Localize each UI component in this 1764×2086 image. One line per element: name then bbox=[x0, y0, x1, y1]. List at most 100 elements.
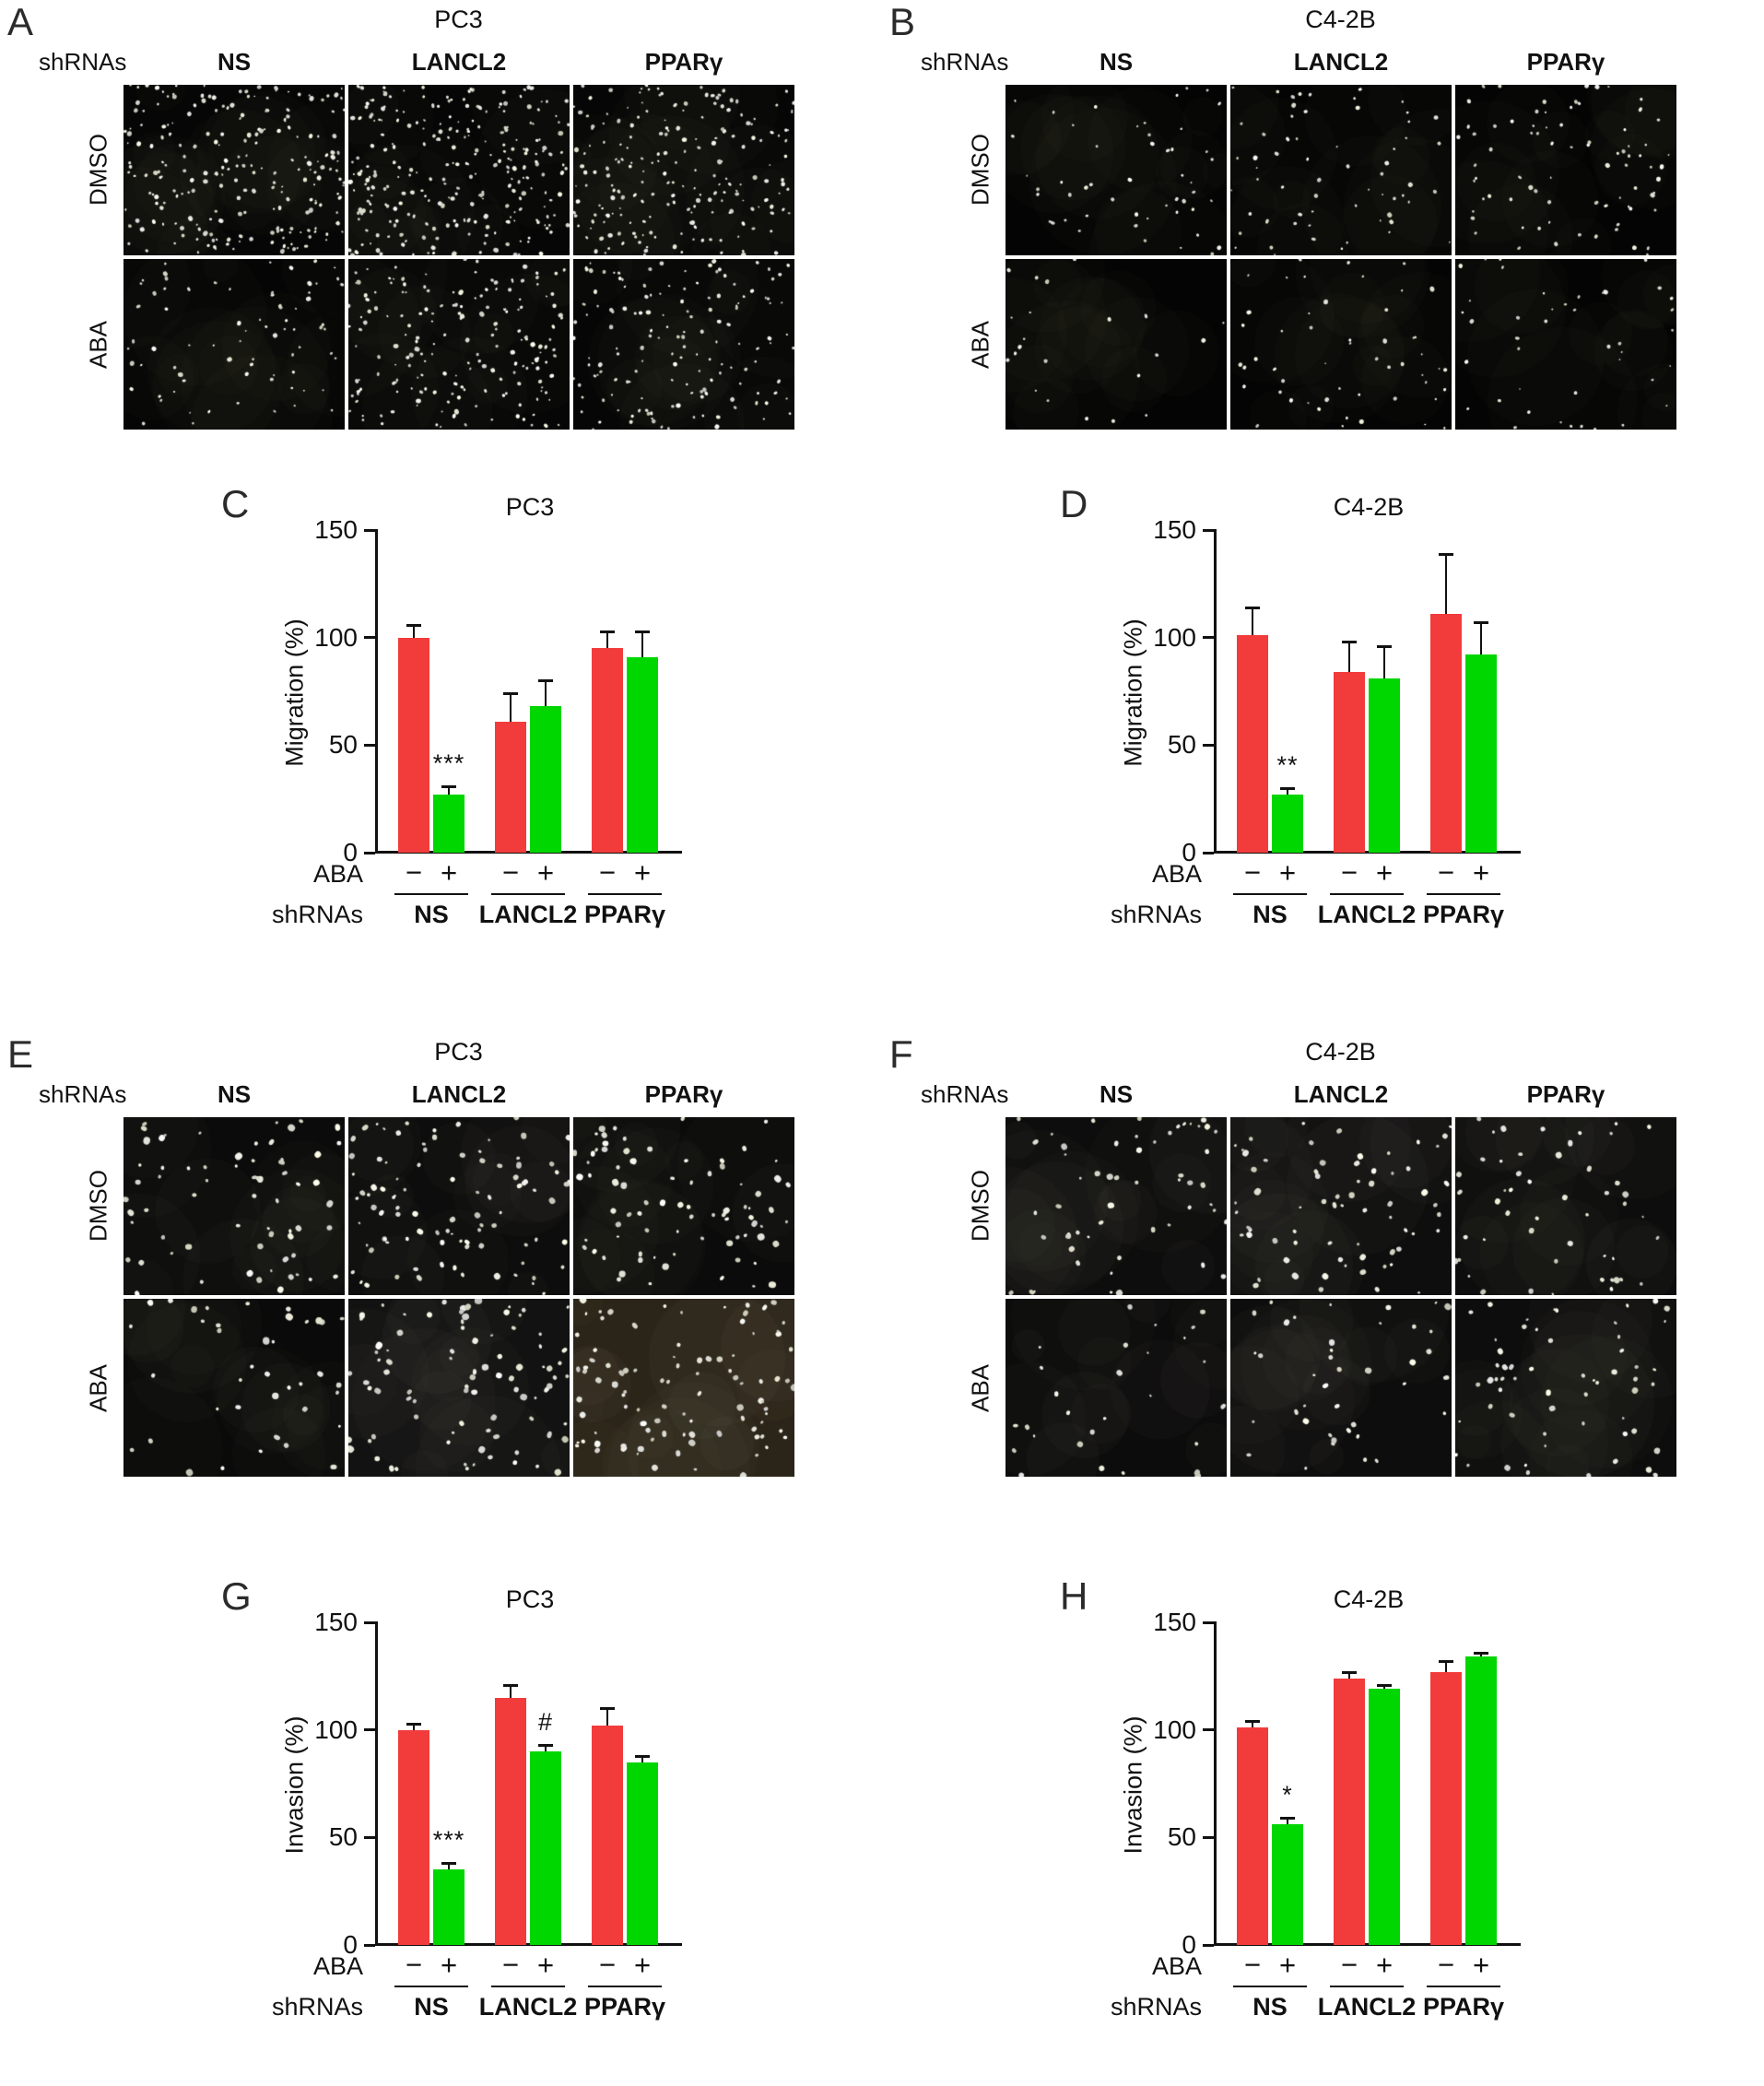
error-bar-cap bbox=[1439, 1660, 1453, 1663]
error-bar bbox=[545, 1745, 547, 1751]
micrograph-e-aba-lancl2 bbox=[348, 1299, 570, 1477]
row-label-aba: ABA bbox=[84, 1363, 112, 1412]
group-underline bbox=[394, 1986, 468, 1987]
micrograph-f-dmso-ns bbox=[1005, 1117, 1227, 1295]
significance-marker: ** bbox=[1276, 751, 1299, 779]
aba-sign-minus: − bbox=[501, 856, 520, 889]
chart-c-migration-pc3: C PC3 Migration (%) ABA shRNAs 0 50 100 150… bbox=[203, 466, 793, 982]
column-labels: NS LANCL2 PPARγ bbox=[123, 48, 794, 79]
y-tick-mark bbox=[1203, 636, 1214, 640]
aba-sign-plus: + bbox=[536, 1949, 555, 1981]
column-label-lancl2: LANCL2 bbox=[1293, 1080, 1389, 1108]
column-label-lancl2: LANCL2 bbox=[411, 48, 507, 76]
y-tick-mark bbox=[364, 743, 375, 747]
error-bar bbox=[1480, 1652, 1482, 1657]
y-tick-label: 50 bbox=[328, 730, 358, 760]
bar-ppar-dmso bbox=[592, 1726, 623, 1945]
panel-letter: A bbox=[7, 0, 34, 43]
aba-row-label: ABA bbox=[1151, 860, 1202, 888]
y-tick-mark bbox=[364, 1620, 375, 1624]
row-label-dmso: DMSO bbox=[966, 1170, 994, 1243]
error-bar bbox=[1348, 1671, 1350, 1679]
y-tick-mark bbox=[364, 528, 375, 532]
y-axis-label: Invasion (%) bbox=[1119, 1715, 1147, 1855]
error-bar-cap bbox=[600, 630, 615, 633]
y-tick-label: 100 bbox=[314, 1715, 358, 1744]
micrograph-a-aba-lancl2 bbox=[348, 259, 570, 430]
micrograph-b-aba-lancl2 bbox=[1230, 259, 1452, 430]
error-bar-cap bbox=[600, 1707, 615, 1711]
panel-letter: C bbox=[221, 482, 250, 525]
row-label-dmso: DMSO bbox=[966, 134, 994, 206]
micrograph-e-dmso-ppar bbox=[573, 1117, 794, 1295]
panel-letter: B bbox=[889, 0, 916, 43]
y-tick-mark bbox=[364, 636, 375, 640]
significance-marker: # bbox=[537, 1708, 554, 1736]
micrograph-a-dmso-ns bbox=[123, 85, 345, 255]
aba-sign-minus: − bbox=[1243, 1949, 1262, 1981]
error-bar-cap bbox=[503, 692, 518, 696]
y-tick-label: 100 bbox=[1153, 622, 1196, 652]
bar-ppar-dmso bbox=[592, 648, 623, 853]
error-bar-cap bbox=[1377, 1683, 1392, 1687]
error-bar-cap bbox=[1342, 641, 1357, 644]
bar-lancl2-aba bbox=[530, 706, 561, 853]
x-axis bbox=[375, 1943, 682, 1946]
y-tick-mark bbox=[1203, 1620, 1214, 1624]
panel-a-migration-images-pc3: A PC3 shRNAs NS LANCL2 PPARγ DMSO ABA bbox=[0, 0, 882, 433]
chart-title: C4-2B bbox=[1333, 493, 1405, 521]
column-label-lancl2: LANCL2 bbox=[1293, 48, 1389, 76]
aba-sign-minus: − bbox=[405, 856, 423, 889]
error-bar-cap bbox=[406, 1722, 421, 1726]
significance-marker: * bbox=[1282, 1781, 1293, 1809]
panel-title: PC3 bbox=[434, 6, 483, 33]
shrna-header-label: shRNAs bbox=[921, 48, 1009, 76]
group-underline bbox=[1427, 1986, 1500, 1987]
bar-lancl2-aba bbox=[530, 1751, 561, 1945]
error-bar bbox=[606, 1708, 608, 1726]
column-label-ppar: PPARγ bbox=[1526, 1080, 1605, 1108]
y-tick-label: 100 bbox=[1153, 1715, 1196, 1744]
shrna-group-label-ns: NS bbox=[414, 1993, 449, 2021]
aba-sign-minus: − bbox=[1437, 856, 1455, 889]
bar-ns-aba bbox=[1272, 1824, 1303, 1945]
panel-title: C4-2B bbox=[1305, 6, 1376, 33]
y-tick-mark bbox=[364, 1835, 375, 1839]
error-bar-cap bbox=[1245, 1720, 1260, 1724]
y-axis bbox=[1214, 1621, 1217, 1946]
y-tick-label: 150 bbox=[314, 515, 358, 544]
y-axis bbox=[1214, 529, 1217, 854]
aba-sign-minus: − bbox=[1243, 856, 1262, 889]
y-tick-mark bbox=[1203, 528, 1214, 532]
micrograph-a-dmso-lancl2 bbox=[348, 85, 570, 255]
y-axis-label: Migration (%) bbox=[1119, 619, 1147, 767]
y-tick-label: 150 bbox=[1153, 515, 1196, 544]
shrna-group-label-ns: NS bbox=[1252, 901, 1288, 928]
error-bar bbox=[448, 785, 450, 795]
bar-ns-dmso bbox=[1237, 1727, 1268, 1945]
micrograph-a-dmso-ppar bbox=[573, 85, 794, 255]
bar-ns-aba bbox=[1272, 795, 1303, 853]
error-bar bbox=[1348, 642, 1350, 672]
y-tick-mark bbox=[364, 1943, 375, 1947]
row-label-dmso: DMSO bbox=[84, 1170, 112, 1243]
y-tick-label: 100 bbox=[314, 622, 358, 652]
aba-sign-plus: + bbox=[1375, 1949, 1394, 1981]
shrna-group-label-ppar: PPARγ bbox=[583, 1993, 666, 2021]
y-axis bbox=[375, 1621, 378, 1946]
panel-title: PC3 bbox=[434, 1038, 483, 1066]
group-underline bbox=[394, 893, 468, 895]
error-bar-cap bbox=[635, 1754, 650, 1758]
bar-lancl2-aba bbox=[1369, 1689, 1400, 1945]
bar-lancl2-aba bbox=[1369, 678, 1400, 853]
shrna-header-label: shRNAs bbox=[39, 1080, 127, 1108]
aba-row-label: ABA bbox=[312, 1952, 363, 1980]
group-underline bbox=[491, 1986, 565, 1987]
micrograph-f-aba-ppar bbox=[1455, 1299, 1676, 1477]
bar-ns-aba bbox=[433, 795, 465, 853]
error-bar bbox=[1383, 1684, 1385, 1690]
panel-letter: F bbox=[889, 1032, 913, 1076]
y-tick-mark bbox=[1203, 1728, 1214, 1732]
aba-sign-plus: + bbox=[440, 1949, 458, 1981]
group-underline bbox=[1427, 893, 1500, 895]
